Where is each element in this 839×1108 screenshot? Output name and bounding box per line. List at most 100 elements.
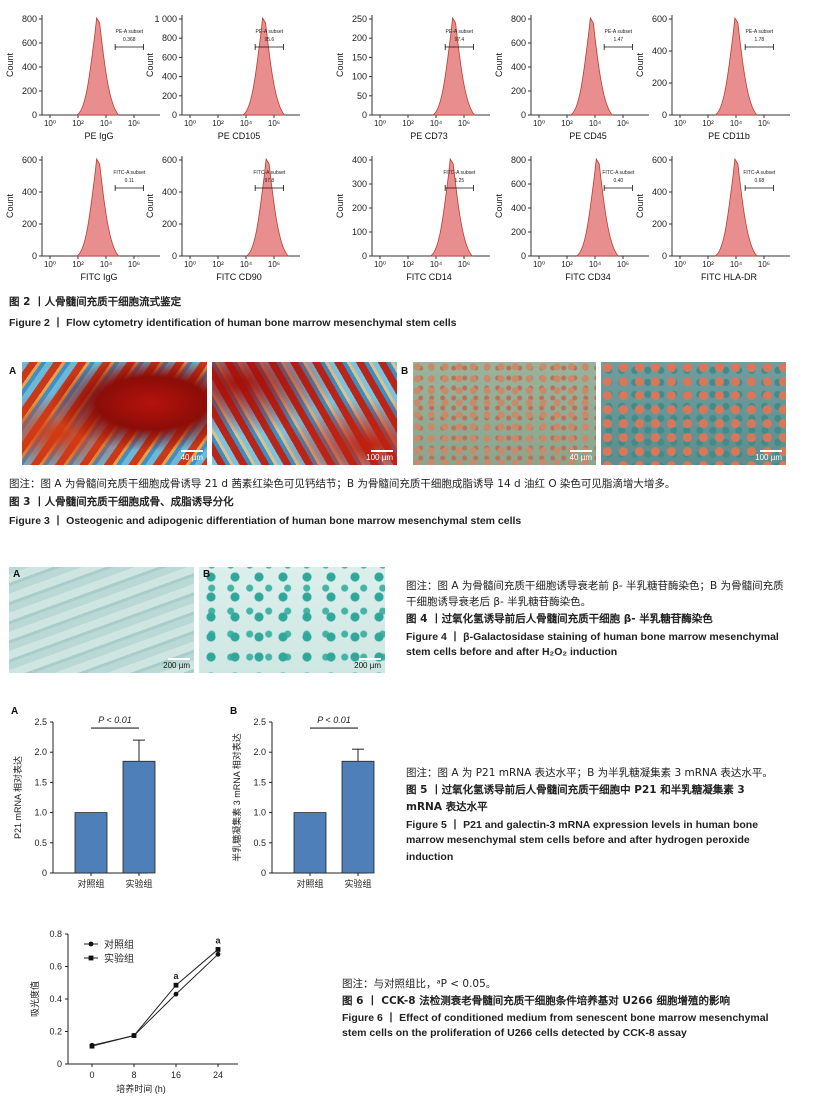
x-tick-label: 10⁶ <box>617 119 629 128</box>
figure-3-caption-cn: 图 3 丨人骨髓间充质干细胞成骨、成脂诱导分化 <box>9 496 234 508</box>
y-axis-title: Count <box>635 53 645 78</box>
y-tick-label: 100 <box>352 72 367 82</box>
x-tick-label: 10⁴ <box>730 260 743 269</box>
gate-percent: 95.6 <box>264 37 274 43</box>
gate-name: FITC-A subset <box>443 170 476 176</box>
x-tick-label: 10⁰ <box>184 260 196 269</box>
x-tick-label: 10⁰ <box>374 260 386 269</box>
x-tick-label: 10² <box>402 119 414 128</box>
y-tick-label: 0 <box>172 110 177 120</box>
y-tick-label: 0.5 <box>34 838 47 848</box>
y-tick-label: 0 <box>362 251 367 261</box>
y-tick-label: 400 <box>162 72 177 82</box>
y-axis-title: Count <box>145 194 155 219</box>
scale-bar: 200 µm <box>163 658 190 670</box>
adipogenic-stain-40um-photo: 40 µm <box>413 362 596 465</box>
significance-label: P < 0.01 <box>317 715 350 725</box>
y-tick-label: 600 <box>511 38 526 48</box>
beta-gal-after-photo: B 200 µm <box>199 567 385 673</box>
y-tick-label: 800 <box>511 155 526 165</box>
figure-5-caption-cn-2: mRNA 表达水平 <box>406 801 488 813</box>
x-tick-label: 10⁴ <box>100 119 113 128</box>
figure-3-note: 图注：图 A 为骨髓间充质干细胞成骨诱导 21 d 茜素红染色可见钙结节；B 为… <box>9 478 676 490</box>
gate-name: PE-A subset <box>446 29 474 35</box>
y-tick-label: 250 <box>352 14 367 24</box>
data-point <box>131 1033 137 1038</box>
scale-bar: 40 µm <box>570 450 592 462</box>
histogram-peak <box>76 157 120 257</box>
y-tick-label: 0 <box>521 110 526 120</box>
x-tick-label: 16 <box>171 1070 181 1080</box>
bar <box>122 760 156 874</box>
scale-bar: 40 µm <box>181 450 203 462</box>
gate-percent: 0.368 <box>123 37 136 43</box>
flow-panel-2: 0 200 400 600 800 1 000 10⁰ 10² 10⁴ 10⁶ Count PE CD… <box>145 14 300 141</box>
y-tick-label: 200 <box>511 227 526 237</box>
y-tick-label: 0 <box>662 251 667 261</box>
flow-histogram-grid: 0 200 400 600 800 10⁰ 10² 10⁴ 10⁶ Count PE IgG PE-A… <box>5 14 790 282</box>
histogram-peak <box>576 157 620 257</box>
y-axis-title: 半乳糖凝集素 3 mRNA 相对表达 <box>231 733 242 862</box>
x-axis-title: PE IgG <box>84 131 113 141</box>
y-axis-title: Count <box>335 53 345 78</box>
x-axis-title: FITC HLA-DR <box>701 272 758 282</box>
x-tick-label: 实验组 <box>344 878 371 889</box>
histogram-peak <box>714 157 758 257</box>
y-tick-label: 200 <box>511 86 526 96</box>
significance-label: P < 0.01 <box>98 715 131 725</box>
osteogenic-stain-100um-photo: 100 µm <box>212 362 397 465</box>
y-tick-label: 600 <box>652 14 667 24</box>
legend-marker <box>88 955 94 961</box>
y-axis-title: 吸光度值 <box>29 981 40 1017</box>
histogram-peak <box>76 16 120 116</box>
x-tick-label: 实验组 <box>125 878 152 889</box>
x-tick-label: 10⁰ <box>374 119 386 128</box>
y-tick-label: 200 <box>162 91 177 101</box>
y-tick-label: 0 <box>362 110 367 120</box>
figure-5-note: 图注：图 A 为 P21 mRNA 表达水平；B 为半乳糖凝集素 3 mRNA … <box>406 767 773 779</box>
flow-panel-10: 0 200 400 600 10⁰ 10² 10⁴ 10⁶ Count FITC HLA-DR FI… <box>635 155 790 282</box>
gate-name: PE-A subset <box>605 29 633 35</box>
figure-2-caption-en: Figure 2 丨 Flow cytometry identification… <box>9 317 457 329</box>
y-tick-label: 600 <box>22 38 37 48</box>
flow-panel-4: 0 200 400 600 800 10⁰ 10² 10⁴ 10⁶ Count PE CD45 PE-… <box>494 14 649 141</box>
histogram-peak <box>570 16 614 116</box>
y-tick-label: 300 <box>352 179 367 189</box>
histogram-peak <box>245 157 290 257</box>
figure-3-label-b: B <box>401 366 409 377</box>
gate-name: FITC-A subset <box>113 170 146 176</box>
x-axis-title: PE CD105 <box>218 131 261 141</box>
figure-6-caption-en-1: Figure 6 丨 Effect of conditioned medium … <box>342 1012 769 1024</box>
y-tick-label: 0.5 <box>253 838 266 848</box>
y-tick-label: 0 <box>57 1059 62 1069</box>
x-tick-label: 10² <box>402 260 414 269</box>
y-axis-title: Count <box>494 194 504 219</box>
x-tick-label: 10⁰ <box>44 119 56 128</box>
gate-percent: 0.11 <box>125 178 135 184</box>
gate-percent: 1.25 <box>454 178 464 184</box>
y-tick-label: 400 <box>162 187 177 197</box>
flow-panel-5: 0 200 400 600 10⁰ 10² 10⁴ 10⁶ Count PE CD11b PE-A … <box>635 14 790 141</box>
gate-percent: 0.68 <box>754 178 764 184</box>
y-tick-label: 0.8 <box>49 929 62 939</box>
flow-panel-9: 0 200 400 600 800 10⁰ 10² 10⁴ 10⁶ Count FITC CD34 F… <box>494 155 649 282</box>
x-tick-label: 10² <box>702 119 714 128</box>
x-tick-label: 10⁰ <box>533 260 545 269</box>
x-tick-label: 10⁴ <box>589 260 602 269</box>
y-tick-label: 400 <box>652 46 667 56</box>
data-point <box>215 951 221 957</box>
gate-name: FITC-A subset <box>253 170 286 176</box>
x-tick-label: 10⁶ <box>128 119 140 128</box>
y-tick-label: 200 <box>22 86 37 96</box>
y-tick-label: 0 <box>261 868 266 878</box>
x-tick-label: 10⁴ <box>430 260 443 269</box>
bar <box>74 812 108 874</box>
data-point <box>89 1043 95 1049</box>
y-tick-label: 1.0 <box>253 808 266 818</box>
y-tick-label: 200 <box>652 78 667 88</box>
y-tick-label: 400 <box>511 203 526 213</box>
x-tick-label: 0 <box>89 1070 94 1080</box>
figure-3-caption-en: Figure 3 丨 Osteogenic and adipogenic dif… <box>9 515 522 527</box>
